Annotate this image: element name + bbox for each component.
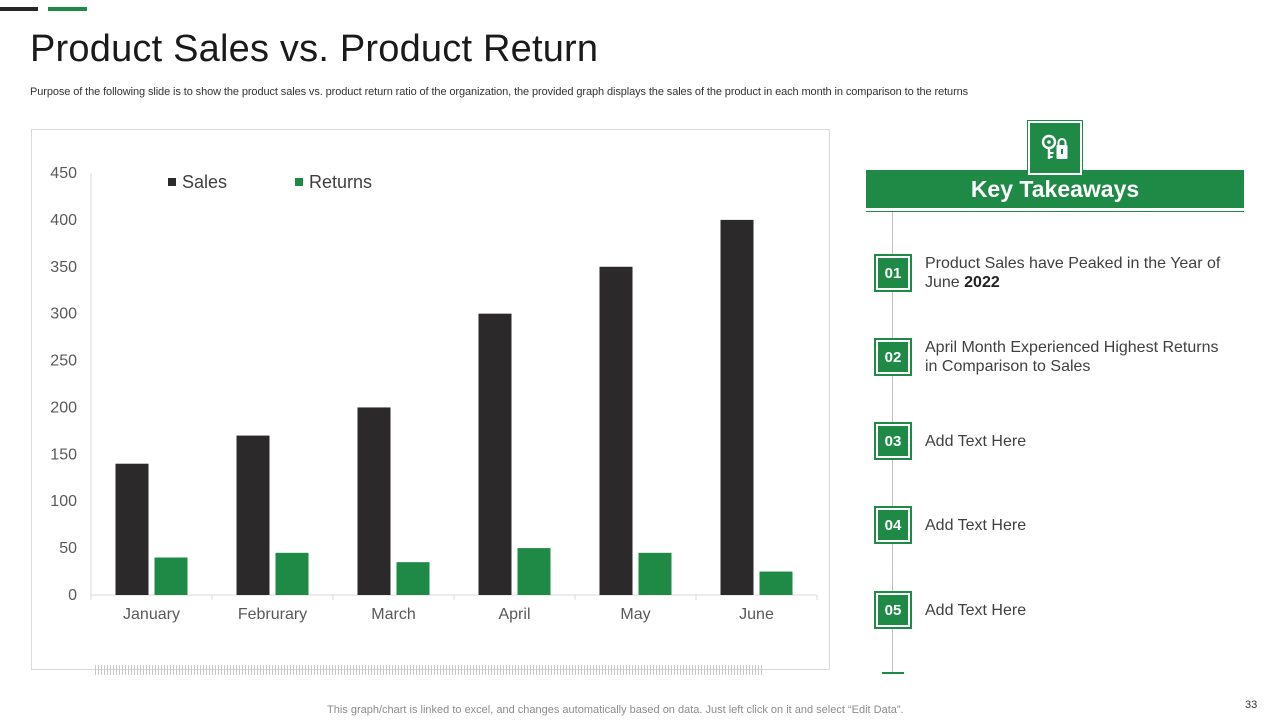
takeaway-number-badge: 03 (874, 422, 912, 460)
takeaway-text: Add Text Here (925, 517, 1027, 534)
bar-sales (599, 266, 633, 595)
bar-returns (154, 557, 188, 595)
bar-sales (357, 407, 391, 595)
accent-bar-green (48, 7, 87, 11)
takeaway-number-badge: 01 (874, 254, 912, 292)
takeaways-header-label: Key Takeaways (970, 175, 1140, 202)
takeaway-text: Add Text Here (925, 602, 1027, 619)
y-tick-label: 300 (50, 306, 77, 323)
slide-subtitle: Purpose of the following slide is to sho… (30, 86, 969, 98)
takeaway-item-01: 01 Product Sales have Peaked in the Year… (874, 254, 1244, 294)
takeaway-text: Product Sales have Peaked in the Year of… (925, 254, 1235, 292)
takeaway-number: 02 (878, 342, 908, 372)
y-tick-label: 350 (50, 259, 77, 276)
bar-returns (638, 552, 672, 595)
takeaway-number-badge: 05 (874, 591, 912, 629)
x-tick-label: May (620, 606, 650, 623)
takeaways-header-underline (866, 211, 1244, 212)
y-tick-label: 100 (50, 493, 77, 510)
bar-sales (478, 313, 512, 595)
footer-note: This graph/chart is linked to excel, and… (327, 704, 904, 716)
bar-sales (236, 435, 270, 595)
bar-returns (275, 552, 309, 595)
y-tick-label: 250 (50, 353, 77, 370)
takeaway-text-bold: 2022 (964, 274, 1000, 291)
bar-returns (396, 562, 430, 595)
chart-container[interactable]: 0 50 100 150 200 250 300 350 400 450 January Februr… (31, 129, 830, 670)
takeaway-item-03: 03 Add Text Here (874, 422, 1244, 462)
legend-swatch-returns (295, 178, 303, 186)
takeaway-text: April Month Experienced Highest Returns … (925, 339, 1219, 375)
key-lock-icon (1027, 120, 1083, 176)
x-tick-label: January (123, 606, 180, 623)
y-tick-label: 450 (50, 165, 77, 182)
legend-label-sales: Sales (182, 172, 227, 192)
bar-sales (115, 463, 149, 595)
legend-swatch-sales (168, 178, 176, 186)
takeaways-timeline-end (882, 672, 904, 674)
y-tick-label: 150 (50, 446, 77, 463)
slide-title: Product Sales vs. Product Return (30, 28, 599, 70)
page-number: 33 (1245, 699, 1258, 711)
takeaway-item-05: 05 Add Text Here (874, 591, 1244, 631)
takeaway-text-main: Product Sales have Peaked in the Year of… (925, 255, 1221, 291)
takeaway-number: 05 (878, 595, 908, 625)
takeaways-header: Key Takeaways (866, 170, 1244, 208)
y-tick-label: 400 (50, 212, 77, 229)
x-tick-label: March (371, 606, 415, 623)
x-tick-label: April (498, 606, 530, 623)
key-lock-icon-graphic (1041, 134, 1068, 159)
bar-returns (517, 548, 551, 595)
bar-chart[interactable]: 0 50 100 150 200 250 300 350 400 450 January Februr… (32, 130, 829, 669)
x-tick-label: June (739, 606, 774, 623)
takeaway-text: Add Text Here (925, 433, 1027, 450)
x-tick-label: Februrary (238, 606, 307, 623)
takeaway-number-badge: 04 (874, 506, 912, 544)
takeaway-number: 04 (878, 510, 908, 540)
takeaway-number: 03 (878, 426, 908, 456)
takeaway-number: 01 (878, 258, 908, 288)
y-tick-label: 0 (68, 587, 77, 604)
takeaway-number-badge: 02 (874, 338, 912, 376)
legend-label-returns: Returns (309, 172, 372, 192)
y-tick-label: 200 (50, 399, 77, 416)
takeaway-item-04: 04 Add Text Here (874, 506, 1244, 546)
y-tick-label: 50 (59, 540, 77, 557)
bar-returns (759, 571, 793, 595)
takeaway-item-02: 02 April Month Experienced Highest Retur… (874, 338, 1244, 378)
chart-scroll-ticks (95, 665, 763, 675)
bar-sales (720, 219, 754, 595)
accent-bar-dark (0, 7, 38, 11)
